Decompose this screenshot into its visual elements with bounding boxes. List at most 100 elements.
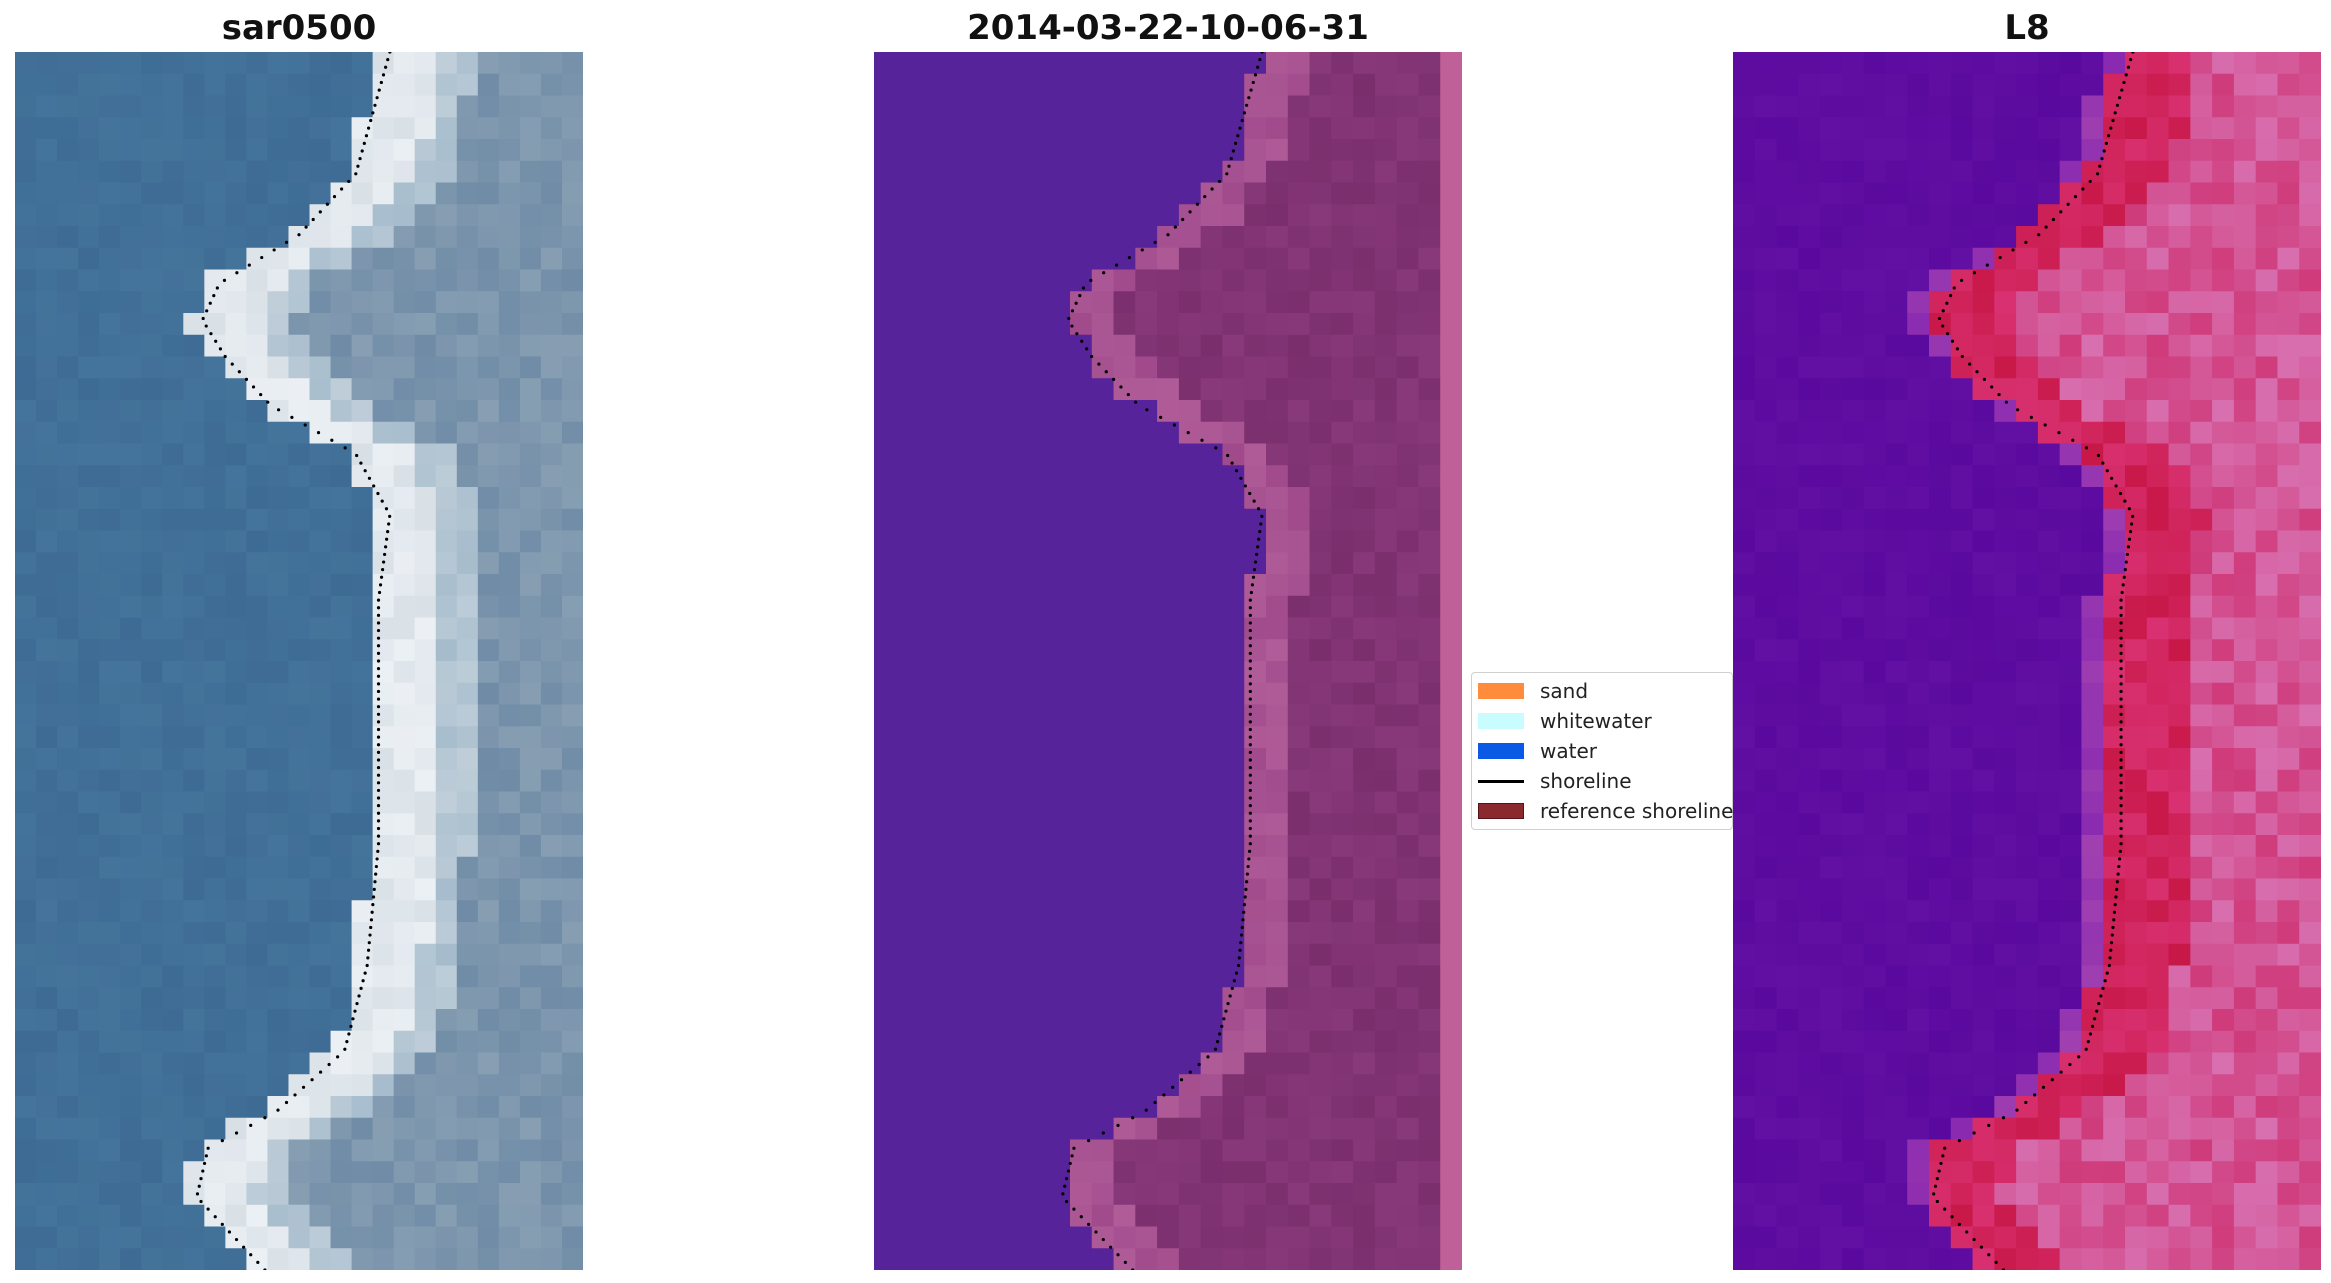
pixel-cell [1266,965,1289,988]
pixel-cell [456,1074,479,1097]
pixel-cell [2233,900,2257,923]
pixel-cell [1418,182,1441,205]
pixel-cell [1929,748,1952,771]
pixel-cell [330,813,353,836]
pixel-cell [1353,704,1376,727]
pixel-cell [1885,139,1908,162]
pixel-cell [1418,117,1441,140]
pixel-cell [456,1117,479,1141]
pixel-cell [351,1117,374,1141]
pixel-cell [1113,661,1136,684]
pixel-cell [2146,748,2170,771]
pixel-cell [1113,1052,1136,1075]
pixel-cell [1994,943,2017,967]
pixel-cell [498,1226,521,1249]
pixel-cell [2168,900,2191,923]
pixel-cell [1309,378,1332,401]
pixel-cell [1776,160,1799,184]
pixel-cell [1972,1139,1995,1162]
pixel-cell [2103,1183,2126,1206]
pixel-cell [120,247,142,271]
pixel-cell [2255,682,2279,706]
pixel-cell [141,313,163,336]
pixel-cell [1287,313,1311,336]
pixel-cell [561,1074,583,1097]
pixel-cell [917,269,940,292]
pixel-cell [2277,813,2300,836]
pixel-cell [141,900,163,923]
pixel-cell [2212,1139,2235,1162]
pixel-cell [1929,465,1952,488]
pixel-cell [2255,530,2279,553]
pixel-cell [1004,1096,1028,1119]
pixel-cell [1353,1052,1376,1075]
pixel-cell [1178,400,1202,423]
pixel-cell [1178,661,1202,684]
pixel-cell [78,682,100,706]
pixel-cell [1135,1248,1158,1270]
pixel-cell [1004,1030,1028,1054]
pixel-cell [1440,334,1462,358]
pixel-cell [2146,987,2170,1010]
pixel-cell [246,813,269,836]
pixel-cell [1972,269,1995,292]
pixel-cell [1972,465,1995,488]
pixel-cell [204,530,226,553]
pixel-cell [1157,965,1180,988]
pixel-cell [225,726,248,749]
pixel-cell [1309,247,1332,271]
pixel-cell [267,269,290,292]
pixel-cell [917,900,940,923]
pixel-cell [1331,1226,1354,1249]
pixel-cell [1331,704,1354,727]
pixel-cell [1070,247,1093,271]
pixel-cell [2016,704,2039,727]
pixel-cell [2212,617,2235,640]
legend-swatch-whitewater [1478,713,1524,729]
pixel-cell [1798,943,1821,967]
pixel-cell [1374,400,1398,423]
pixel-cell [1135,487,1158,510]
pixel-cell [36,639,58,662]
pixel-cell [1287,269,1311,292]
pixel-cell [1309,182,1332,205]
pixel-cell [561,813,583,836]
pixel-cell [1178,139,1202,162]
pixel-cell [2277,726,2300,749]
pixel-cell [1396,400,1420,423]
pixel-cell [351,269,374,292]
pixel-cell [1178,574,1202,597]
pixel-cell [1026,943,1049,967]
pixel-cell [414,617,437,640]
pixel-cell [2125,1183,2148,1206]
pixel-cell [1287,139,1311,162]
pixel-cell [78,334,100,358]
pixel-cell [1004,617,1028,640]
pixel-cell [414,1009,437,1032]
pixel-cell [435,878,458,901]
pixel-cell [225,856,248,880]
pixel-cell [2037,704,2061,727]
pixel-cell [1776,117,1799,140]
pixel-cell [78,465,100,488]
pixel-cell [1863,530,1887,553]
pixel-cell [1972,813,1995,836]
pixel-cell [2255,900,2279,923]
pixel-cell [351,1226,374,1249]
pixel-cell [36,1226,58,1249]
pixel-cell [2016,508,2039,532]
pixel-cell [1798,356,1821,379]
pixel-cell [895,878,919,901]
pixel-cell [1776,1096,1799,1119]
pixel-cell [1135,117,1158,140]
pixel-cell [1287,356,1311,379]
pixel-cell [183,726,205,749]
pixel-cell [225,748,248,771]
pixel-cell [1222,922,1245,945]
pixel-cell [1754,291,1778,314]
pixel-cell [2059,530,2083,553]
pixel-cell [435,922,458,945]
pixel-cell [2168,1139,2191,1162]
pixel-cell [2081,1030,2104,1054]
pixel-cell [2233,1117,2257,1141]
